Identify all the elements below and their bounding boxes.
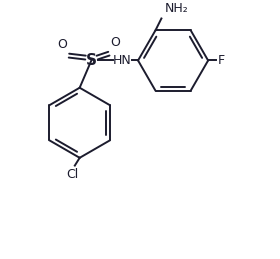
Text: HN: HN <box>113 54 132 67</box>
Text: Cl: Cl <box>67 168 79 181</box>
Text: O: O <box>57 38 67 51</box>
Text: F: F <box>218 54 225 67</box>
Text: O: O <box>110 36 120 49</box>
Text: NH₂: NH₂ <box>164 2 188 15</box>
Text: S: S <box>86 53 97 68</box>
